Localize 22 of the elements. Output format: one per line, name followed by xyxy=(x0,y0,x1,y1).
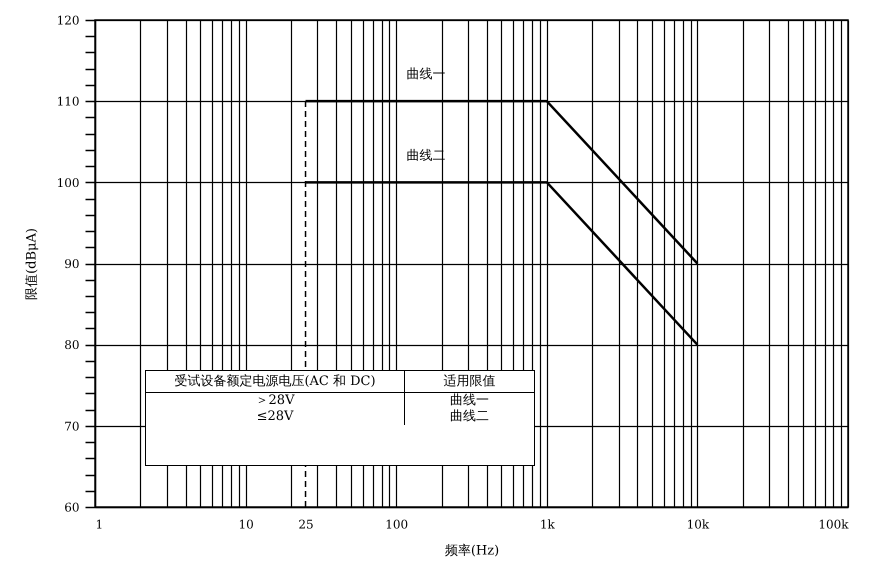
x-tick-label: 100 xyxy=(385,518,408,532)
x-tick-label: 1 xyxy=(96,518,104,532)
y-tick-label: 80 xyxy=(64,338,80,352)
y-tick-label: 100 xyxy=(56,176,80,190)
y-tick-label: 90 xyxy=(64,257,80,271)
x-tick-label: 10 xyxy=(238,518,254,532)
annotation: 曲线二 xyxy=(449,409,490,425)
annotation: 曲线一 xyxy=(449,392,490,409)
x-axis-title: 频率(Hz) xyxy=(444,542,500,558)
annotation: 受试设备额定电源电压(AC 和 DC) xyxy=(146,371,404,392)
y-tick-label: 120 xyxy=(56,14,80,28)
y-tick-label: 60 xyxy=(64,500,80,514)
annotation: 适用限值 xyxy=(404,371,534,392)
x-tick-label: 10k xyxy=(686,518,710,532)
y-tick-label: 70 xyxy=(64,419,80,434)
y-tick-label: 110 xyxy=(56,94,80,109)
y-axis-title: 限值(dBμA) xyxy=(24,228,40,300)
x-tick-label: 100k xyxy=(818,518,850,532)
x-tick-label: 25 xyxy=(298,518,314,532)
annotation: ＞28V xyxy=(146,392,404,409)
annotation: ≤28V xyxy=(146,409,404,425)
x-tick-label: 1k xyxy=(540,518,556,532)
